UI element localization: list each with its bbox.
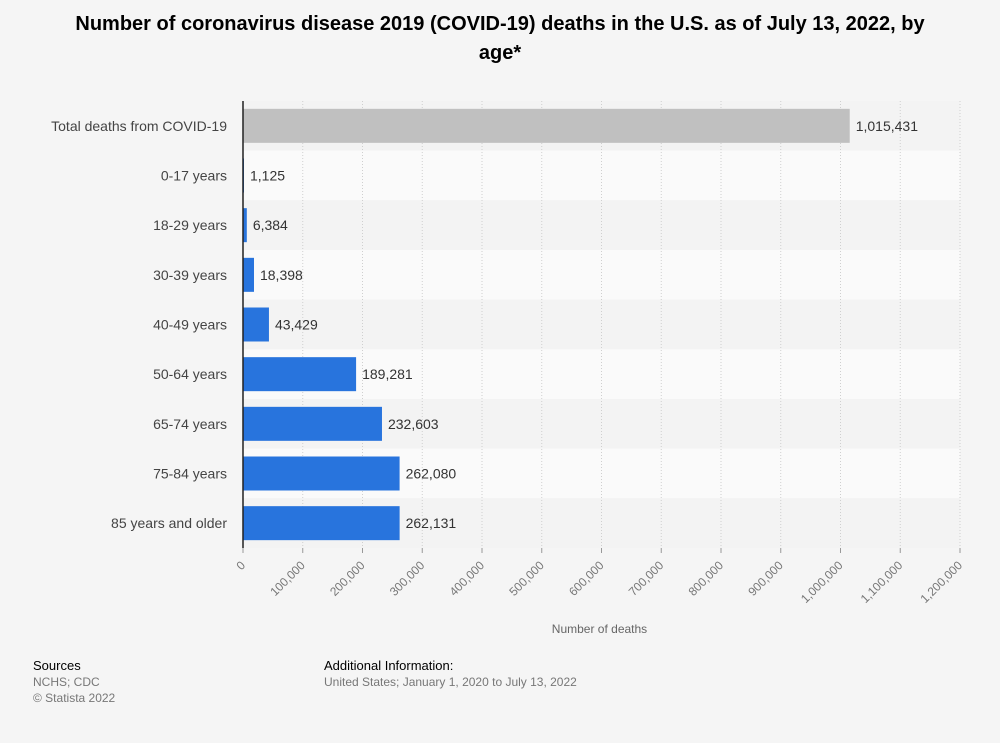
additional-info-title: Additional Information:	[324, 658, 454, 673]
category-label: 18-29 years	[153, 217, 227, 233]
row-band	[243, 200, 960, 250]
sources-block: Sources NCHS; CDC © Statista 2022	[33, 658, 115, 706]
x-tick-label: 1,200,000	[917, 558, 965, 606]
value-label: 1,015,431	[856, 118, 918, 134]
x-tick-label: 800,000	[686, 558, 727, 599]
x-axis-title: Number of deaths	[552, 622, 647, 636]
x-tick-label: 1,100,000	[858, 558, 906, 606]
x-tick-label: 1,000,000	[798, 558, 846, 606]
bar[interactable]	[243, 406, 382, 441]
category-label: 85 years and older	[111, 515, 227, 531]
category-label: 50-64 years	[153, 366, 227, 382]
x-tick-label: 500,000	[506, 558, 547, 599]
value-label: 189,281	[362, 366, 413, 382]
x-tick-label: 700,000	[626, 558, 667, 599]
value-label: 18,398	[260, 267, 303, 283]
bar-chart: Total deaths from COVID-19 1,015,431 0-17 …	[51, 101, 965, 636]
category-label: Total deaths from COVID-19	[51, 118, 227, 134]
value-label: 6,384	[253, 217, 288, 233]
value-label: 262,131	[406, 515, 457, 531]
x-tick-label: 600,000	[566, 558, 607, 599]
additional-info-block: Additional Information: United States; J…	[324, 658, 577, 690]
bar[interactable]	[243, 307, 269, 342]
x-tick-label: 0	[233, 558, 248, 573]
value-label: 232,603	[388, 416, 439, 432]
x-tick-label: 100,000	[267, 558, 308, 599]
sources-line-1: NCHS; CDC	[33, 675, 100, 689]
bar[interactable]	[243, 357, 357, 392]
chart-title: Number of coronavirus disease 2019 (COVI…	[75, 13, 925, 64]
bar[interactable]	[243, 208, 247, 243]
category-label: 40-49 years	[153, 317, 227, 333]
category-label: 65-74 years	[153, 416, 227, 432]
row-band	[243, 250, 960, 300]
x-tick-label: 400,000	[447, 558, 488, 599]
sources-line-2: © Statista 2022	[33, 691, 116, 705]
sources-title: Sources	[33, 658, 81, 673]
bar[interactable]	[243, 506, 400, 541]
additional-info-text: United States; January 1, 2020 to July 1…	[324, 675, 577, 689]
category-label: 30-39 years	[153, 267, 227, 283]
x-tick-label: 900,000	[745, 558, 786, 599]
bar[interactable]	[243, 456, 400, 491]
value-label: 1,125	[250, 168, 285, 184]
category-label: 75-84 years	[153, 466, 227, 482]
value-label: 43,429	[275, 317, 318, 333]
category-label: 0-17 years	[161, 168, 227, 184]
value-label: 262,080	[406, 466, 457, 482]
x-tick-label: 300,000	[387, 558, 428, 599]
bar[interactable]	[243, 108, 850, 143]
x-tick-label: 200,000	[327, 558, 368, 599]
bar[interactable]	[243, 257, 254, 292]
